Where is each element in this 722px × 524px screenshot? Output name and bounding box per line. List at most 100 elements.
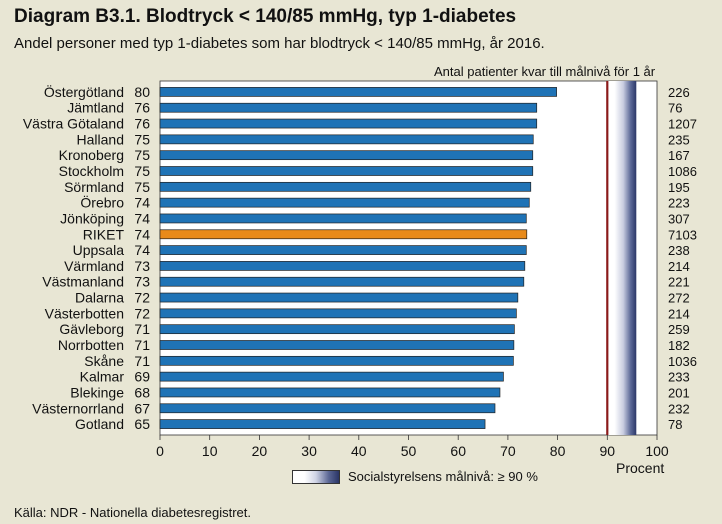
target-legend-swatch [292,469,340,484]
x-tick-label: 70 [500,443,516,459]
bar-5 [159,166,534,176]
bar-7 [159,197,530,208]
x-tick-label: 20 [252,443,268,459]
category-label: Kalmar [80,369,125,385]
category-label: Västerbotten [45,305,124,321]
patients-remaining-label: 235 [668,132,690,147]
bar-2 [159,118,538,129]
category-label: Kronoberg [59,147,124,163]
patients-remaining-label: 7103 [668,227,697,242]
category-label: Gotland [75,416,124,432]
x-tick-label: 0 [156,443,164,459]
value-label: 69 [134,369,150,385]
x-tick-label: 40 [351,443,367,459]
x-tick-label: 10 [202,443,218,459]
x-tick-label: 60 [450,443,466,459]
bar-15 [159,324,515,335]
category-label: Skåne [84,353,124,369]
legend-label: Socialstyrelsens målnivå: ≥ 90 % [348,469,538,484]
category-label: Uppsala [73,242,125,258]
patients-remaining-label: 238 [668,243,690,258]
value-label: 73 [134,274,150,290]
bar-13 [159,292,519,303]
value-label: 75 [134,147,150,163]
patients-remaining-label: 233 [668,370,690,385]
patients-remaining-label: 78 [668,417,682,432]
bar-18 [159,371,504,382]
value-label: 71 [134,337,150,353]
value-label: 68 [134,384,150,400]
bar-6 [159,181,532,192]
category-label: Sörmland [64,179,124,195]
category-label: Dalarna [75,290,124,306]
category-label: Västernorrland [32,400,124,416]
value-label: 75 [134,163,150,179]
bar-21 [159,419,486,429]
value-label: 73 [134,258,150,274]
patients-remaining-label: 307 [668,211,690,226]
bar-4 [159,150,534,161]
bar-1 [159,102,538,113]
source-note: Källa: NDR - Nationella diabetesregistre… [14,505,251,520]
patients-remaining-label: 232 [668,401,690,416]
category-label: Stockholm [59,163,124,179]
bar-9 [159,229,528,240]
bar-0 [159,87,557,97]
patients-remaining-label: 1207 [668,117,697,132]
x-tick-label: 100 [645,443,669,459]
x-axis-unit: Procent [616,460,665,476]
value-label: 74 [134,226,150,242]
category-label: Västra Götaland [23,116,124,132]
bar-12 [159,276,525,287]
bar-16 [159,340,515,350]
category-label: Jämtland [67,100,124,116]
value-label: 71 [134,353,150,369]
value-label: 74 [134,242,150,258]
chart-title: Diagram B3.1. Blodtryck < 140/85 mmHg, t… [14,6,517,27]
patients-remaining-label: 214 [668,259,690,274]
x-tick-label: 30 [301,443,317,459]
value-label: 76 [134,100,150,116]
bar-14 [159,308,517,319]
value-label: 75 [134,179,150,195]
category-label: Östergötland [44,83,124,100]
value-label: 75 [134,131,150,147]
legend: Socialstyrelsens målnivå: ≥ 90 % [292,469,538,484]
x-tick-label: 90 [600,443,616,459]
category-label: Halland [77,131,124,147]
value-label: 76 [134,116,150,132]
value-label: 71 [134,321,150,337]
category-label: Örebro [80,194,124,211]
bar-17 [159,355,514,366]
bar-20 [159,403,496,414]
patients-remaining-label: 226 [668,85,690,100]
patients-remaining-label: 259 [668,322,690,337]
value-label: 80 [134,84,150,100]
value-label: 74 [134,210,150,226]
patients-remaining-label: 76 [668,101,682,116]
value-label: 74 [134,195,150,211]
category-label: Blekinge [70,384,124,400]
category-label: Värmland [64,258,124,274]
patients-remaining-label: 223 [668,196,690,211]
category-label: Gävleborg [59,321,124,337]
patients-column-header: Antal patienter kvar till målnivå för 1 … [434,64,656,79]
category-label: Västmanland [42,274,124,290]
x-tick-label: 50 [401,443,417,459]
category-label: Norrbotten [58,337,124,353]
bar-8 [159,213,527,224]
chart-subtitle: Andel personer med typ 1-diabetes som ha… [14,35,545,52]
value-label: 72 [134,290,150,306]
patients-remaining-label: 167 [668,148,690,163]
bar-10 [159,245,527,255]
patients-remaining-label: 221 [668,275,690,290]
value-label: 65 [134,416,150,432]
bar-19 [159,387,501,398]
patients-remaining-label: 1086 [668,164,697,179]
patients-remaining-label: 195 [668,180,690,195]
patients-remaining-label: 201 [668,385,690,400]
patients-remaining-label: 1036 [668,354,697,369]
x-tick-label: 80 [550,443,566,459]
category-label: Jönköping [60,210,124,226]
